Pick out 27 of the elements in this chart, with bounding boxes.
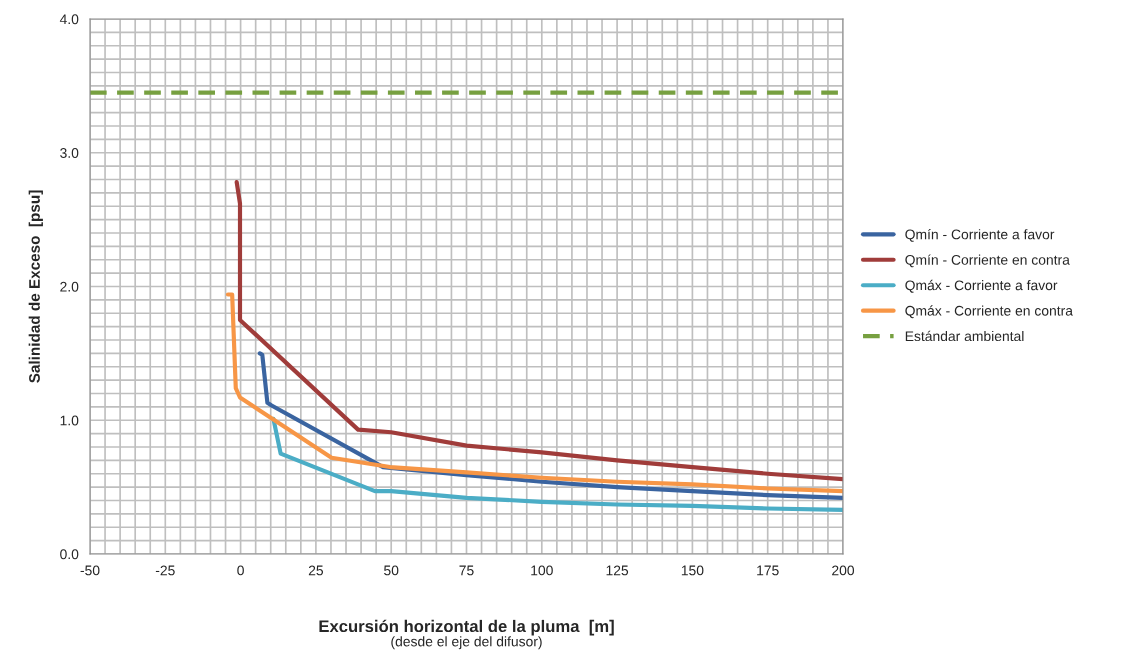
legend-label: Qmáx - Corriente en contra [905, 305, 1073, 319]
x-tick-label: 0 [237, 565, 244, 576]
x-tick-label: 125 [606, 565, 629, 576]
y-tick-label: 2.0 [60, 281, 79, 292]
line-series [234, 180, 843, 482]
x-tick-label: -50 [80, 565, 100, 576]
y-tick-label: 3.0 [60, 148, 79, 158]
legend-label: Qmáx - Corriente a favor [905, 279, 1058, 293]
y-tick-label: 0.0 [60, 549, 79, 560]
x-tick-label: 100 [531, 565, 553, 576]
y-tick-label: 1.0 [60, 415, 79, 426]
x-tick-label: 25 [308, 565, 324, 576]
x-tick-label: -25 [155, 565, 175, 576]
text: (desde el eje del difusor) [391, 636, 542, 650]
legend-label: Qmín - Corriente a favor [905, 228, 1055, 242]
legend-label: Estándar ambiental [905, 330, 1024, 342]
x-tick-label: 75 [459, 565, 474, 576]
line-series [271, 416, 843, 512]
x-tick-label: 200 [832, 565, 855, 576]
y-tick-label: 4.0 [59, 14, 79, 25]
x-tick-label: 50 [384, 565, 399, 576]
x-axis-title: Excursión horizontal de la pluma [m] [319, 619, 614, 636]
line-series [225, 292, 843, 494]
x-tick-label: 175 [757, 565, 779, 576]
legend-label: Qmín - Corriente en contra [905, 254, 1070, 268]
x-tick-label: 150 [681, 565, 704, 576]
y-axis-title: Salinidad de Exceso [psu] [28, 190, 43, 383]
